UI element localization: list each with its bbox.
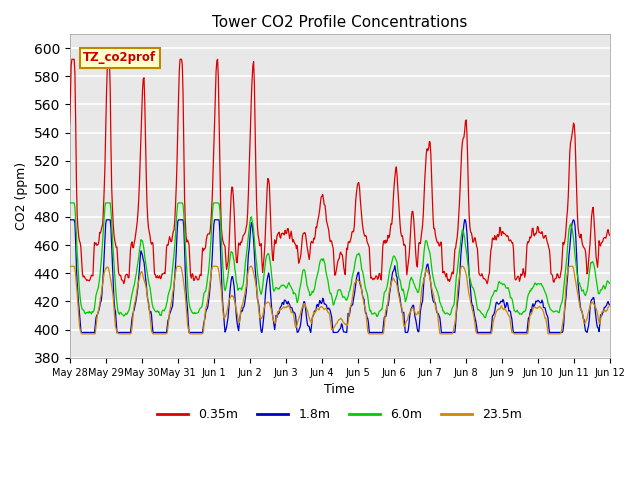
23.5m (405, 311, 413, 317)
6.0m (131, 278, 139, 284)
23.5m (131, 299, 139, 305)
Legend: 0.35m, 1.8m, 6.0m, 23.5m: 0.35m, 1.8m, 6.0m, 23.5m (152, 403, 527, 426)
6.0m (605, 280, 613, 286)
23.5m (214, 266, 222, 272)
0.35m (605, 232, 613, 238)
Title: Tower CO2 Profile Concentrations: Tower CO2 Profile Concentrations (212, 15, 467, 30)
6.0m (186, 304, 194, 310)
0.35m (132, 231, 140, 237)
23.5m (605, 302, 613, 308)
Line: 1.8m: 1.8m (70, 220, 609, 333)
1.8m (422, 269, 429, 275)
1.8m (76, 310, 83, 315)
1.8m (186, 330, 194, 336)
1.8m (406, 312, 413, 318)
6.0m (421, 242, 429, 248)
23.5m (66, 264, 74, 269)
Y-axis label: CO2 (ppm): CO2 (ppm) (15, 162, 28, 230)
X-axis label: Time: Time (324, 383, 355, 396)
0.35m (76, 238, 83, 244)
6.0m (214, 200, 222, 206)
6.0m (481, 315, 489, 321)
0.35m (215, 117, 223, 123)
23.5m (436, 331, 444, 337)
0.35m (66, 120, 74, 126)
1.8m (570, 217, 577, 223)
Line: 0.35m: 0.35m (70, 60, 609, 284)
0.35m (104, 57, 112, 62)
1.8m (605, 301, 613, 307)
23.5m (186, 331, 194, 336)
Line: 23.5m: 23.5m (70, 266, 609, 334)
0.35m (406, 242, 413, 248)
Line: 6.0m: 6.0m (70, 203, 609, 318)
0.35m (187, 272, 195, 278)
1.8m (131, 302, 139, 308)
Text: TZ_co2prof: TZ_co2prof (83, 51, 156, 64)
1.8m (258, 330, 266, 336)
6.0m (405, 284, 413, 290)
0.35m (483, 281, 491, 287)
6.0m (66, 200, 74, 206)
1.8m (66, 217, 74, 223)
0.35m (422, 162, 429, 168)
6.0m (76, 287, 83, 292)
23.5m (76, 323, 83, 328)
23.5m (421, 273, 429, 278)
1.8m (214, 217, 222, 223)
